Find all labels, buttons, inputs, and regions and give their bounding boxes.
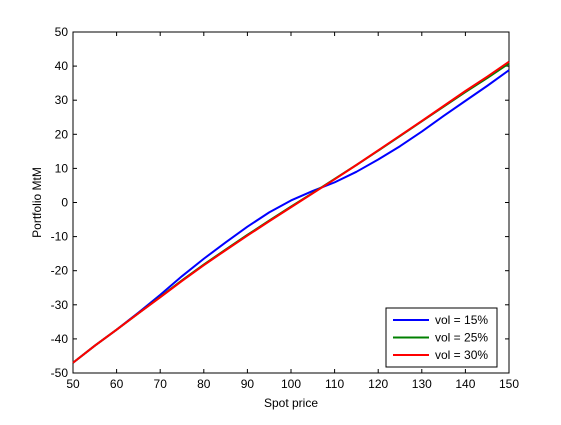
series-line-3: [72, 60, 510, 364]
legend-label-2: vol = 25%: [435, 331, 488, 345]
y-axis-label: Portfolio MtM: [30, 167, 44, 238]
y-tick-label: -20: [51, 264, 69, 278]
y-tick-label: 30: [55, 93, 69, 107]
x-tick-label: 80: [197, 377, 211, 391]
x-tick-label: 150: [499, 377, 519, 391]
x-tick-label: 70: [154, 377, 168, 391]
y-tick-label: -30: [51, 298, 69, 312]
y-tick-label: 10: [55, 161, 69, 175]
x-tick-label: 130: [412, 377, 432, 391]
legend: vol = 15% vol = 25% vol = 30%: [385, 307, 498, 368]
x-tick-label: 120: [368, 377, 388, 391]
x-tick-label: 90: [241, 377, 255, 391]
y-tick-label: 0: [61, 196, 68, 210]
x-tick-label: 110: [325, 377, 344, 391]
y-tick-label: 40: [55, 59, 69, 73]
x-axis-label: Spot price: [264, 396, 318, 410]
x-tick-label: 140: [455, 377, 475, 391]
legend-label-1: vol = 15%: [435, 313, 488, 327]
y-tick-label: -40: [51, 332, 69, 346]
series-lines: [72, 60, 510, 364]
y-tick-label: -50: [51, 366, 69, 380]
x-tick-label: 50: [66, 377, 80, 391]
legend-label-3: vol = 30%: [435, 348, 488, 362]
axis-ticks: 50 60 70 80 90 100 110 120 130 140 150-50-40-30-20…: [51, 25, 520, 391]
y-tick-label: 50: [55, 25, 69, 39]
x-tick-label: 100: [281, 377, 301, 391]
x-tick-label: 60: [110, 377, 124, 391]
y-tick-label: -10: [51, 230, 69, 244]
y-tick-label: 20: [55, 127, 69, 141]
